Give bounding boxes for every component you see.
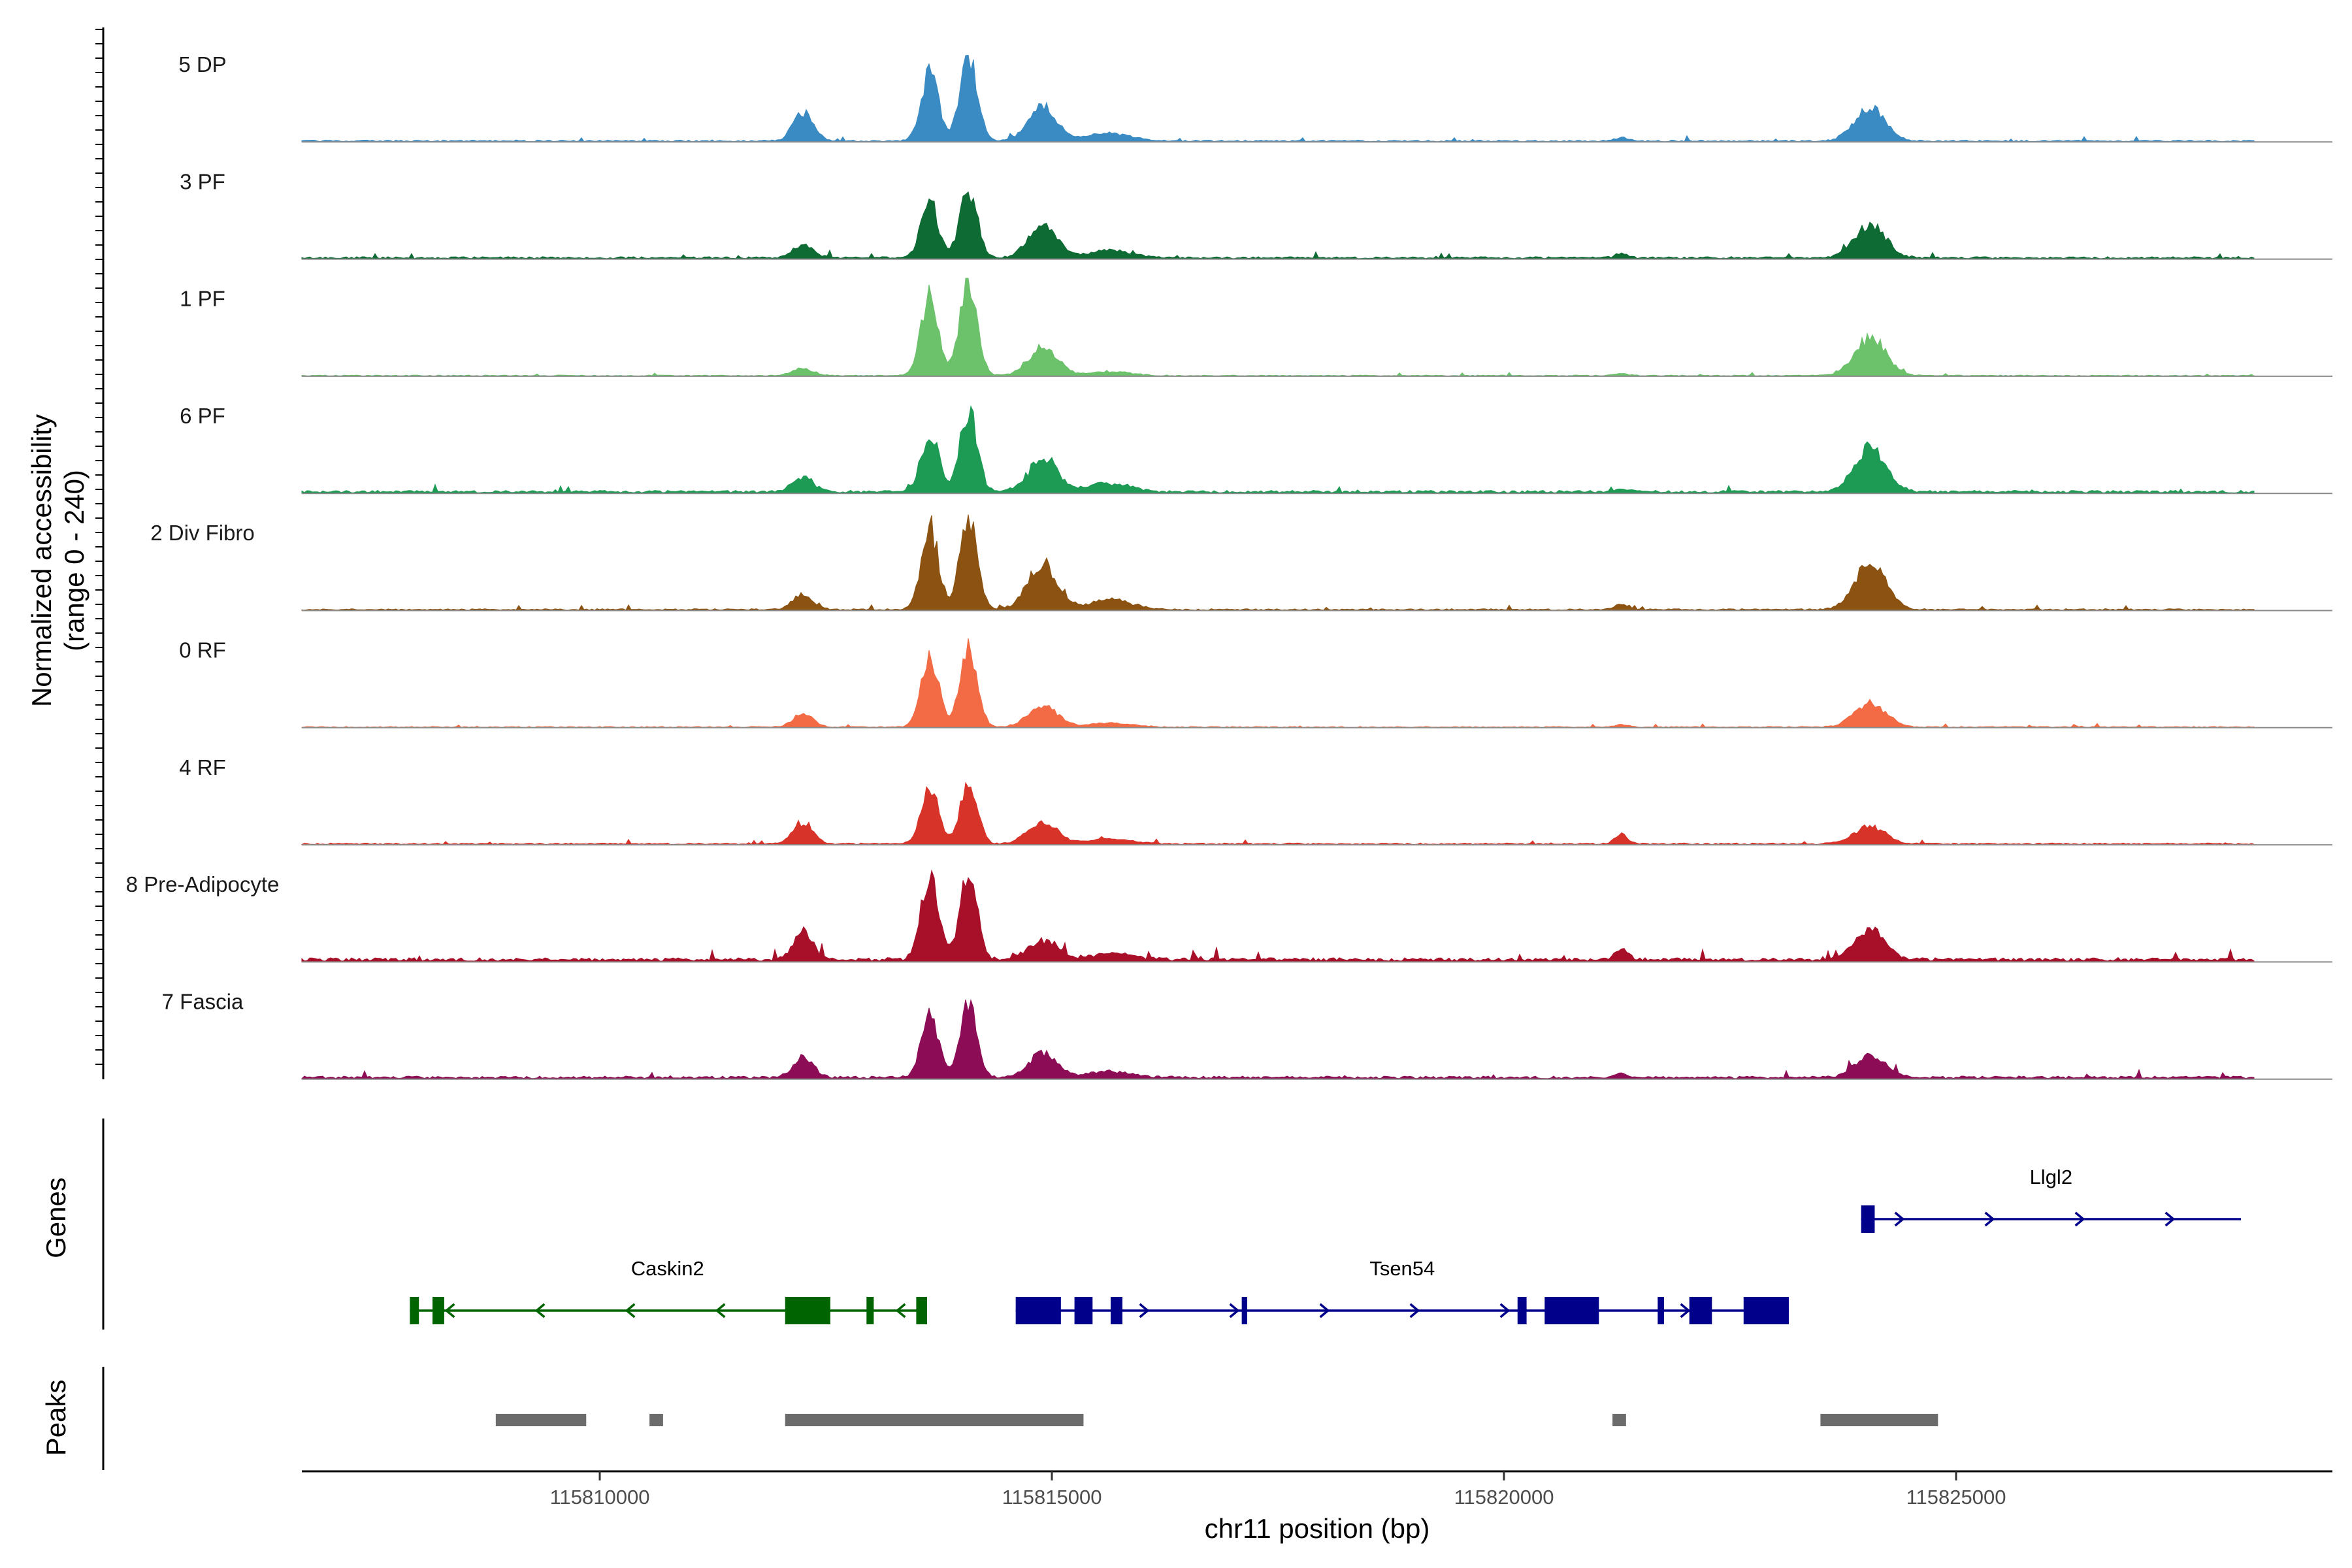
peak-region (1612, 1414, 1626, 1426)
strand-arrow (1139, 1303, 1150, 1318)
exon (1015, 1297, 1061, 1324)
x-tick-label: 115815000 (1002, 1486, 1102, 1509)
coverage-tracks: 5 DP 3 PF 1 PF 6 PF 2 Div Fibro 0 RF 4 RF 8 Pre… (126, 52, 2332, 1080)
strand-arrow (444, 1303, 455, 1318)
x-tick-label: 115820000 (1454, 1486, 1554, 1509)
track-label: 3 PF (180, 169, 225, 193)
gene-caskin2: Caskin2 (410, 1257, 928, 1324)
strand-arrow (1984, 1211, 1995, 1227)
peaks-track-title: Peaks (41, 1380, 71, 1456)
gene-name: Caskin2 (631, 1257, 704, 1280)
y-axis-title: Normalized accessibility (26, 414, 57, 707)
strand-arrow (1894, 1211, 1905, 1227)
peak-region (649, 1414, 663, 1426)
track-5-dp: 5 DP (178, 52, 2332, 143)
strand-arrow (1319, 1303, 1330, 1318)
x-axis: 115810000 115815000 115820000 115825000 (302, 1470, 2332, 1509)
x-tick-label: 115825000 (1906, 1486, 2006, 1509)
exon (410, 1297, 419, 1324)
track-label: 5 DP (178, 52, 226, 76)
exon (1658, 1297, 1664, 1324)
track-label: 4 RF (179, 755, 226, 779)
coverage-area (301, 869, 2255, 962)
track-label: 1 PF (180, 287, 225, 311)
track-label: 8 Pre-Adipocyte (126, 872, 280, 896)
exon (785, 1297, 830, 1324)
track-2-div-fibro: 2 Div Fibro (150, 514, 2332, 612)
y-axis (95, 27, 105, 1079)
strand-arrow (1229, 1303, 1240, 1318)
gene-name: Tsen54 (1369, 1257, 1435, 1280)
exon (916, 1297, 928, 1324)
peak-region (785, 1414, 1084, 1426)
track-4-rf: 4 RF (179, 755, 2332, 846)
exon (1517, 1297, 1527, 1324)
strand-arrow (715, 1303, 726, 1318)
track-label: 0 RF (179, 638, 226, 662)
track-label: 2 Div Fibro (150, 521, 255, 545)
exon (432, 1297, 444, 1324)
x-tick-label: 115810000 (550, 1486, 650, 1509)
gene-tsen54: Tsen54 (1015, 1257, 1789, 1324)
peak-region (495, 1414, 587, 1426)
x-axis-title: chr11 position (bp) (1205, 1513, 1430, 1544)
gene-name: Llgl2 (2030, 1166, 2073, 1188)
exon (1544, 1297, 1599, 1324)
coverage-area (301, 998, 2255, 1080)
peak-region (1820, 1414, 1938, 1426)
exon (1861, 1205, 1875, 1233)
strand-arrow (895, 1303, 906, 1318)
exon (1743, 1297, 1789, 1324)
track-6-pf: 6 PF (180, 404, 2332, 495)
track-label: 6 PF (180, 404, 225, 428)
strand-arrow (2164, 1211, 2176, 1227)
exon (1689, 1297, 1712, 1324)
exon (866, 1297, 874, 1324)
y-axis-range: (range 0 - 240) (59, 470, 90, 651)
exon (1241, 1297, 1247, 1324)
strand-arrow (1499, 1303, 1511, 1318)
track-0-rf: 0 RF (179, 638, 2332, 728)
gene-llgl2: Llgl2 (1861, 1166, 2241, 1233)
track-8-pre-adipocyte: 8 Pre-Adipocyte (126, 869, 2332, 963)
strand-arrow (1409, 1303, 1420, 1318)
track-3-pf: 3 PF (180, 169, 2332, 260)
strand-arrow (1680, 1303, 1691, 1318)
peaks-track (102, 1367, 1938, 1470)
track-1-pf: 1 PF (180, 278, 2332, 377)
strand-arrow (2074, 1211, 2085, 1227)
strand-arrow (534, 1303, 546, 1318)
strand-arrow (625, 1303, 636, 1318)
exon (1074, 1297, 1093, 1324)
genes-track-title: Genes (41, 1177, 71, 1258)
track-7-fascia: 7 Fascia (162, 989, 2332, 1080)
track-label: 7 Fascia (162, 989, 244, 1013)
genes-track: Caskin2 Tsen54 Llgl2 (102, 1119, 2241, 1330)
exon (1110, 1297, 1122, 1324)
